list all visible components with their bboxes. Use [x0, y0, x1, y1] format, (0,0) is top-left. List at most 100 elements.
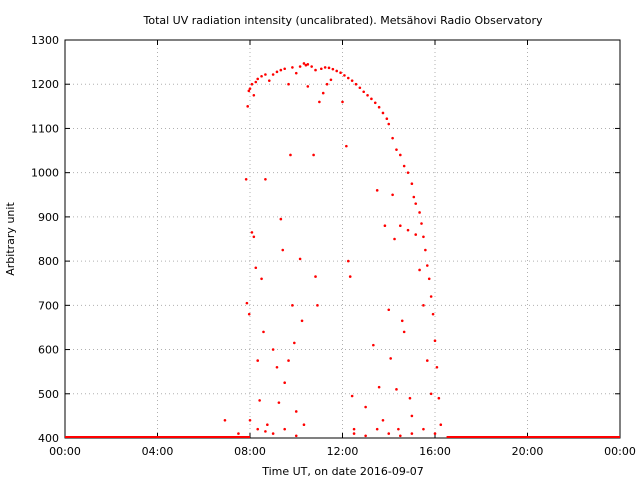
data-point: [418, 211, 421, 214]
data-point: [422, 427, 425, 431]
data-point: [318, 100, 321, 104]
y-tick-label: 1200: [31, 78, 59, 91]
data-point: [429, 295, 433, 298]
data-point: [343, 74, 346, 77]
data-point: [264, 73, 267, 76]
data-point: [264, 178, 267, 181]
data-point: [373, 101, 377, 105]
data-point: [345, 144, 348, 148]
data-point: [370, 97, 373, 101]
data-point: [260, 277, 263, 281]
data-point: [264, 430, 267, 433]
data-point: [410, 432, 414, 435]
data-point: [377, 385, 381, 389]
data-point: [406, 171, 410, 174]
data-point: [433, 339, 437, 343]
data-point: [262, 330, 265, 334]
data-point: [433, 432, 437, 435]
data-point: [283, 381, 286, 385]
chart-title: Total UV radiation intensity (uncalibrat…: [143, 14, 543, 27]
data-point: [399, 224, 402, 228]
data-point: [256, 77, 260, 81]
data-point: [293, 341, 296, 345]
y-tick-label: 900: [38, 211, 59, 224]
data-point: [372, 343, 375, 347]
data-point: [422, 235, 425, 239]
data-point: [320, 67, 323, 71]
data-point: [254, 266, 258, 270]
data-point: [389, 357, 392, 360]
plot-frame: [64, 39, 621, 439]
axis-ticks: 00:00 04:00 08:00 12:00 16:00 20:00 00:0040050…: [31, 34, 636, 458]
data-point: [302, 423, 306, 427]
data-point: [346, 76, 350, 80]
x-tick-label: 00:00: [604, 445, 636, 458]
y-tick-label: 1000: [31, 167, 59, 180]
data-point: [348, 275, 352, 278]
data-point: [335, 69, 339, 73]
data-point: [387, 432, 391, 435]
data-point: [310, 65, 313, 68]
data-point: [402, 164, 406, 168]
data-point: [327, 66, 331, 70]
data-point: [306, 63, 310, 66]
data-point: [358, 86, 362, 90]
data-point: [397, 427, 400, 431]
data-point: [375, 189, 379, 192]
data-point: [277, 401, 281, 404]
data-point: [281, 248, 285, 252]
data-point: [325, 82, 329, 86]
data-point: [435, 365, 439, 369]
data-point: [391, 136, 394, 140]
data-point: [258, 399, 261, 402]
data-point: [287, 359, 290, 362]
x-axis-label: Time UT, on date 2016-09-07: [261, 465, 424, 478]
data-point: [260, 74, 263, 78]
data-point: [316, 304, 319, 307]
data-point: [350, 79, 354, 82]
data-point: [410, 414, 414, 418]
data-point: [252, 93, 256, 97]
data-point: [418, 268, 421, 272]
data-points: [223, 62, 443, 438]
y-axis-label: Arbitrary unit: [4, 202, 17, 276]
data-point: [275, 70, 279, 74]
y-tick-label: 700: [38, 299, 59, 312]
x-tick-label: 08:00: [234, 445, 266, 458]
data-point: [247, 312, 251, 316]
data-point: [381, 419, 385, 422]
data-point: [312, 153, 315, 157]
data-point: [350, 394, 354, 398]
data-point: [339, 71, 342, 75]
data-point: [271, 348, 275, 351]
data-point: [408, 396, 412, 400]
data-point: [283, 427, 286, 431]
data-point: [387, 308, 391, 312]
data-point: [364, 405, 367, 409]
data-point: [425, 264, 429, 267]
data-point: [375, 427, 379, 431]
data-point: [302, 62, 306, 65]
data-point: [248, 87, 252, 90]
data-point: [294, 71, 298, 75]
data-point: [271, 432, 275, 435]
data-point: [410, 182, 414, 186]
data-point: [298, 257, 302, 261]
data-point: [391, 193, 394, 197]
grid-lines: [65, 40, 620, 438]
data-point: [429, 392, 433, 396]
data-point: [237, 432, 240, 435]
data-point: [223, 419, 227, 422]
data-point: [420, 222, 423, 225]
data-point: [300, 319, 304, 323]
data-point: [323, 66, 327, 69]
y-tick-label: 1100: [31, 122, 59, 135]
data-point: [400, 319, 404, 323]
data-point: [289, 153, 292, 157]
data-point: [271, 73, 275, 76]
data-point: [245, 301, 249, 305]
data-point: [395, 148, 398, 151]
data-point: [294, 410, 298, 413]
data-point: [341, 100, 344, 104]
